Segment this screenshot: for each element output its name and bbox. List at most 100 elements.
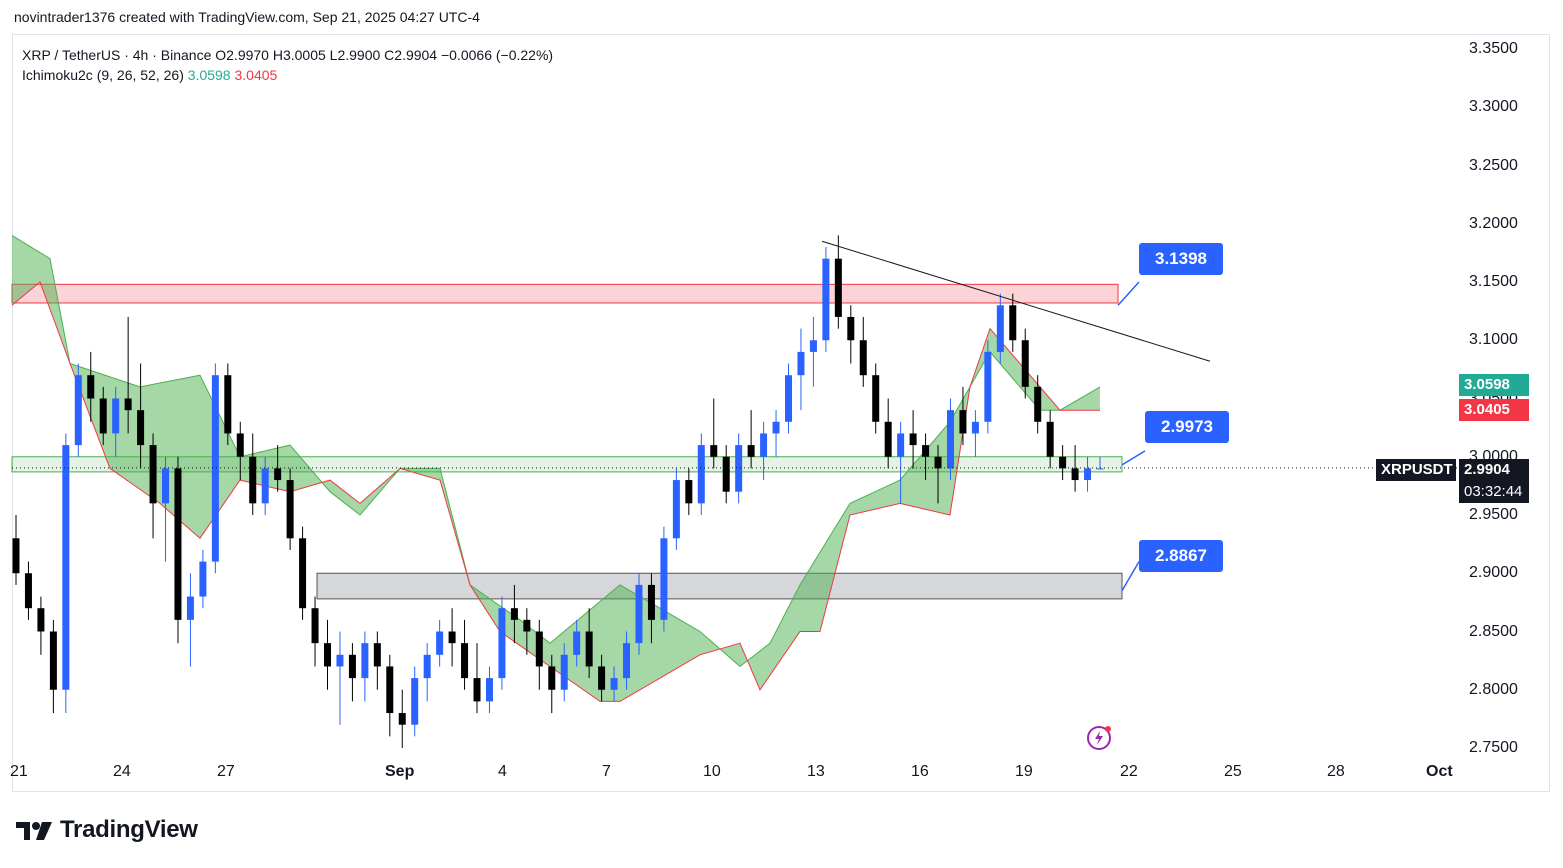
candle-body — [249, 456, 257, 504]
candle-body — [461, 643, 469, 679]
callout-resistance[interactable]: 3.1398 — [1139, 243, 1223, 275]
ichimoku-cloud — [11, 234, 1101, 702]
candle — [735, 433, 743, 504]
candle — [760, 421, 768, 481]
price-axis-label: 2.8500 — [1469, 622, 1518, 640]
candle — [249, 433, 257, 515]
candle — [685, 468, 693, 515]
candle — [1059, 445, 1067, 481]
candle — [348, 643, 356, 702]
chart-pane[interactable] — [12, 34, 1550, 792]
candle-body — [647, 584, 655, 620]
candle-body — [623, 643, 631, 679]
candle-body — [1084, 468, 1092, 481]
candle-body — [323, 643, 331, 667]
candle-body — [710, 445, 718, 457]
candle — [847, 305, 855, 364]
candle-body — [299, 538, 307, 609]
candle — [1009, 293, 1017, 352]
candle — [162, 456, 170, 562]
candle — [436, 619, 444, 667]
candle — [411, 666, 419, 737]
candle-body — [87, 375, 95, 399]
tradingview-logo-icon — [16, 822, 52, 840]
candle — [49, 619, 57, 714]
symbol-line: XRP / TetherUS · 4h · Binance — [22, 47, 212, 63]
candle — [523, 608, 531, 655]
candle-body — [660, 538, 668, 620]
candle — [747, 410, 755, 469]
candle — [373, 631, 381, 690]
candle — [99, 386, 107, 446]
candle — [996, 293, 1004, 364]
candle — [323, 619, 331, 690]
candle — [174, 456, 182, 644]
candle-body — [809, 340, 817, 352]
candle — [1021, 328, 1029, 399]
candle — [785, 363, 793, 434]
candle-body — [1096, 468, 1104, 470]
candle — [62, 433, 70, 714]
callout-leader-resistance — [1117, 281, 1140, 306]
candle — [1096, 456, 1104, 470]
price-axis-label: 2.9500 — [1469, 506, 1518, 523]
candle — [361, 631, 369, 702]
candle — [934, 445, 942, 504]
candle-body — [1046, 421, 1054, 457]
candle-body — [62, 445, 70, 690]
candle — [236, 421, 244, 481]
candle — [299, 526, 307, 620]
candle — [199, 549, 207, 609]
span-b-tag: 3.0405 — [1459, 399, 1529, 421]
candle-body — [685, 480, 693, 504]
price-axis-label: 3.1500 — [1469, 273, 1518, 290]
candle — [897, 421, 905, 504]
lightning-icon[interactable] — [1085, 724, 1113, 752]
candle — [498, 596, 506, 690]
candle — [660, 526, 668, 632]
callout-support[interactable]: 2.8867 — [1139, 540, 1223, 572]
candle-body — [959, 410, 967, 434]
span-a-line — [11, 234, 1101, 668]
candle-body — [24, 573, 32, 609]
candle-body — [37, 608, 45, 632]
candle — [585, 608, 593, 679]
candle-body — [672, 480, 680, 539]
candle — [398, 689, 406, 748]
time-axis-label: 19 — [1015, 763, 1033, 780]
candle — [1071, 445, 1079, 492]
candle-body — [884, 421, 892, 457]
candle — [959, 386, 967, 446]
candle-body — [585, 631, 593, 667]
candle-body — [99, 398, 107, 434]
candle-body — [348, 654, 356, 679]
candle-body — [847, 316, 855, 341]
candle-body — [785, 375, 793, 422]
candle-body — [834, 258, 842, 317]
callout-leader-mid — [1121, 450, 1146, 466]
candle — [573, 619, 581, 667]
time-axis-label: 22 — [1120, 763, 1138, 780]
candle — [610, 666, 618, 702]
candle — [984, 340, 992, 434]
candle — [137, 363, 145, 469]
candle — [112, 386, 120, 457]
candle-body — [610, 678, 618, 690]
candle-body — [859, 340, 867, 376]
candle — [884, 398, 892, 469]
callout-mid[interactable]: 2.9973 — [1145, 411, 1229, 443]
candle-body — [946, 410, 954, 469]
indicator-name[interactable]: Ichimoku2c (9, 26, 52, 26) — [22, 67, 184, 83]
symbol-tag: XRPUSDT — [1376, 459, 1456, 481]
candle-body — [124, 398, 132, 411]
candle — [461, 619, 469, 690]
time-axis-label: 4 — [498, 763, 507, 780]
candle-body — [162, 468, 170, 504]
price-axis-label: 3.2000 — [1469, 214, 1518, 232]
candle — [697, 433, 705, 515]
candle-body — [361, 643, 369, 679]
candle-body — [897, 433, 905, 457]
candle — [186, 573, 194, 667]
candle-body — [1059, 456, 1067, 469]
